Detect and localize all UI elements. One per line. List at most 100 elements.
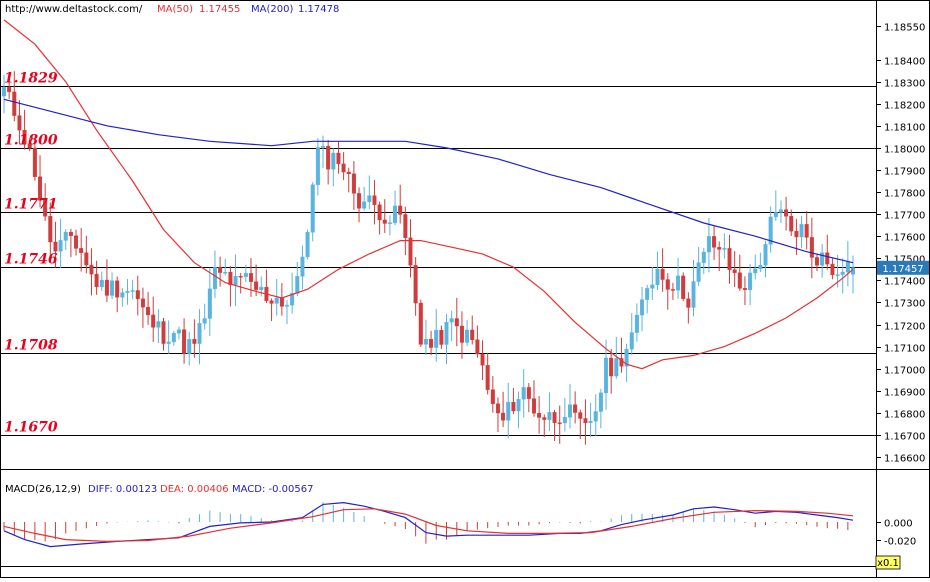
price-tick-label: 1.17300 bbox=[884, 299, 925, 310]
candle-body bbox=[634, 314, 639, 333]
candle-body bbox=[537, 413, 542, 418]
candle-body bbox=[773, 212, 778, 218]
candle-body bbox=[465, 329, 470, 343]
support-resistance-levels bbox=[0, 86, 876, 436]
candle-body bbox=[115, 280, 120, 298]
candle-body bbox=[650, 284, 655, 289]
candle-body bbox=[629, 332, 634, 350]
candle-body bbox=[387, 222, 392, 224]
candle-body bbox=[120, 292, 125, 298]
candle-body bbox=[140, 298, 145, 308]
level-label: 1.1800 bbox=[4, 133, 58, 149]
candle-body bbox=[408, 237, 413, 266]
candle-body bbox=[495, 403, 500, 414]
candle-body bbox=[413, 265, 418, 304]
candle-body bbox=[228, 271, 233, 285]
candle-body bbox=[254, 281, 259, 290]
candle-body bbox=[68, 231, 73, 236]
candle-body bbox=[223, 271, 228, 274]
ma50-label: MA(50) bbox=[157, 4, 193, 15]
candle-body bbox=[393, 205, 398, 223]
candle-body bbox=[681, 275, 686, 299]
ma200-value: 1.17478 bbox=[298, 4, 339, 15]
candle-body bbox=[660, 268, 665, 280]
candle-body bbox=[7, 87, 12, 93]
candle-body bbox=[552, 412, 557, 423]
candle-body bbox=[279, 297, 284, 307]
price-tick-label: 1.17100 bbox=[884, 344, 925, 355]
candle-body bbox=[48, 216, 53, 243]
macd-tick-label: -0.020 bbox=[884, 537, 916, 548]
level-label: 1.1746 bbox=[4, 252, 58, 268]
level-label: 1.1829 bbox=[4, 71, 58, 87]
candle-body bbox=[696, 262, 701, 282]
candle-body bbox=[429, 339, 434, 348]
candle-body bbox=[573, 404, 578, 413]
candle-body bbox=[300, 256, 305, 277]
candle-body bbox=[248, 273, 253, 282]
candle-body bbox=[377, 204, 382, 221]
candle-body bbox=[624, 348, 629, 367]
candle-body bbox=[84, 252, 89, 266]
price-tick-label: 1.18400 bbox=[884, 57, 925, 68]
candle-body bbox=[449, 318, 454, 323]
price-tick-label: 1.17200 bbox=[884, 322, 925, 333]
candle-body bbox=[53, 241, 58, 252]
candle-body bbox=[135, 290, 140, 300]
candle-body bbox=[423, 339, 428, 345]
candle-body bbox=[372, 195, 377, 205]
price-tick-label: 1.18200 bbox=[884, 101, 925, 112]
candle-body bbox=[748, 272, 753, 290]
candle-body bbox=[187, 339, 192, 354]
candle-body bbox=[63, 231, 68, 241]
macd-lines bbox=[3, 501, 854, 548]
candle-body bbox=[351, 173, 356, 194]
candle-body bbox=[156, 321, 161, 328]
price-tick-label: 1.17700 bbox=[884, 211, 925, 222]
price-tick-label: 1.17500 bbox=[884, 255, 925, 266]
candle-body bbox=[521, 387, 526, 400]
candle-body bbox=[640, 299, 645, 316]
candle-body bbox=[593, 411, 598, 422]
candle-body bbox=[151, 314, 156, 328]
candle-body bbox=[784, 209, 789, 217]
candle-body bbox=[763, 244, 768, 266]
current-price-label: 1.17457 bbox=[882, 264, 923, 275]
candle-body bbox=[218, 267, 223, 273]
candle-body bbox=[341, 163, 346, 173]
candle-body bbox=[284, 304, 290, 307]
url-label: http://www.deltastock.com/ bbox=[5, 4, 143, 15]
candle-body bbox=[578, 412, 583, 419]
macd-tick-label: 0.000 bbox=[884, 519, 913, 530]
candle-body bbox=[789, 215, 794, 232]
candle-body bbox=[737, 272, 742, 289]
candle-body bbox=[94, 273, 99, 288]
candle-body bbox=[567, 404, 573, 418]
price-tick-label: 1.18550 bbox=[884, 23, 925, 34]
candle-body bbox=[403, 214, 408, 238]
candle-body bbox=[820, 252, 825, 266]
candle-body bbox=[501, 412, 506, 421]
candle-body bbox=[43, 200, 48, 217]
candle-body bbox=[490, 389, 495, 405]
candle-body bbox=[655, 268, 660, 285]
candle-body bbox=[295, 276, 300, 294]
scale-badge[interactable]: x0.1 bbox=[875, 555, 901, 570]
candle-body bbox=[526, 387, 531, 399]
candle-body bbox=[362, 201, 367, 209]
candle-body bbox=[511, 402, 516, 412]
candle-body bbox=[125, 291, 130, 293]
candle-body bbox=[367, 195, 372, 202]
ma200-label: MA(200) bbox=[251, 4, 293, 15]
candle-body bbox=[418, 302, 423, 345]
candle-body bbox=[202, 318, 207, 324]
candle-body bbox=[706, 236, 711, 253]
macd-dea-line bbox=[3, 508, 854, 543]
candle-body bbox=[604, 357, 609, 394]
candle-body bbox=[778, 209, 783, 213]
chart-header: http://www.deltastock.com/ MA(50) 1.1745… bbox=[5, 4, 339, 15]
candle-body bbox=[212, 267, 217, 290]
candle-body bbox=[516, 398, 521, 412]
current-price-marker: 1.17457 bbox=[877, 260, 929, 275]
candle-body bbox=[398, 205, 403, 215]
